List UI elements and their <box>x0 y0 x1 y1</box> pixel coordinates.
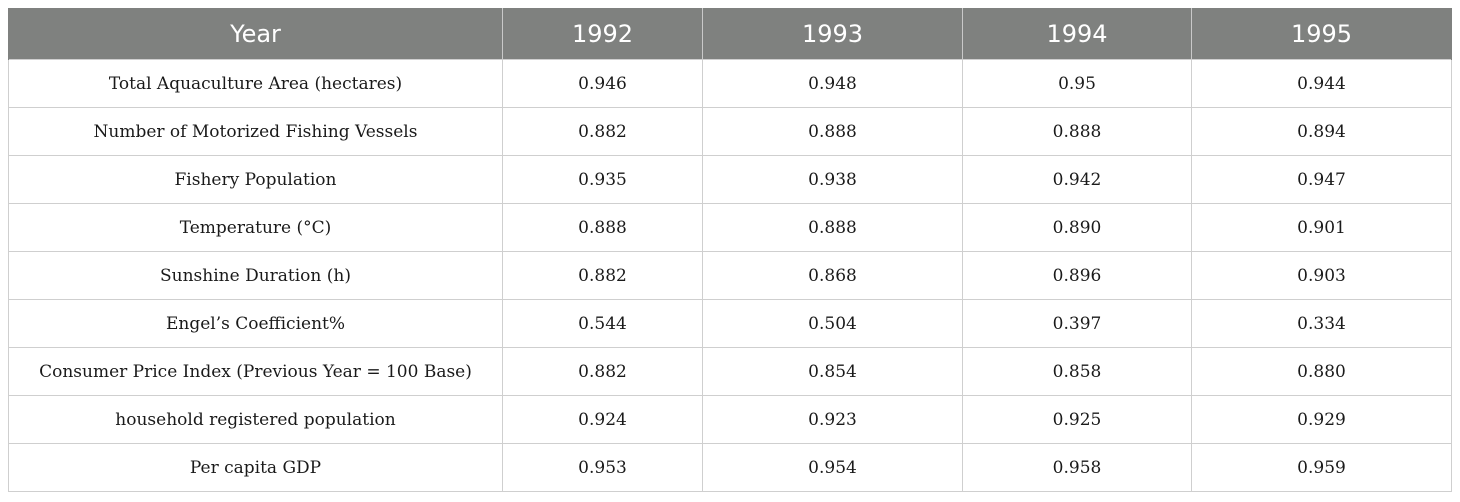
table-cell: 0.903 <box>1191 251 1452 300</box>
table-cell: 0.924 <box>502 395 703 444</box>
table-cell: 0.890 <box>962 203 1192 252</box>
table-cell: 0.888 <box>702 203 963 252</box>
table-cell: 0.95 <box>962 59 1192 108</box>
row-label: Consumer Price Index (Previous Year = 10… <box>8 347 503 396</box>
table-cell: 0.946 <box>502 59 703 108</box>
table-cell: 0.959 <box>1191 443 1452 492</box>
table-cell: 0.925 <box>962 395 1192 444</box>
row-label: Temperature (°C) <box>8 203 503 252</box>
table-cell: 0.882 <box>502 347 703 396</box>
row-label: Sunshine Duration (h) <box>8 251 503 300</box>
table-cell: 0.868 <box>702 251 963 300</box>
table-cell: 0.544 <box>502 299 703 348</box>
header-year-label: Year <box>8 8 503 60</box>
table-cell: 0.882 <box>502 107 703 156</box>
table-cell: 0.888 <box>702 107 963 156</box>
table-row: Engel’s Coefficient% 0.544 0.504 0.397 0.334 <box>8 299 1452 348</box>
table-row: Per capita GDP 0.953 0.954 0.958 0.959 <box>8 443 1452 492</box>
header-year-1995: 1995 <box>1191 8 1452 60</box>
table-cell: 0.944 <box>1191 59 1452 108</box>
table-cell: 0.896 <box>962 251 1192 300</box>
table-cell: 0.929 <box>1191 395 1452 444</box>
table-cell: 0.334 <box>1191 299 1452 348</box>
table-row: Fishery Population 0.935 0.938 0.942 0.947 <box>8 155 1452 204</box>
table-cell: 0.888 <box>502 203 703 252</box>
table-cell: 0.504 <box>702 299 963 348</box>
header-year-1994: 1994 <box>962 8 1192 60</box>
table-cell: 0.858 <box>962 347 1192 396</box>
table-body: Total Aquaculture Area (hectares) 0.946 0.… <box>8 59 1452 492</box>
row-label: Total Aquaculture Area (hectares) <box>8 59 503 108</box>
row-label: Fishery Population <box>8 155 503 204</box>
table-cell: 0.854 <box>702 347 963 396</box>
table-cell: 0.880 <box>1191 347 1452 396</box>
table-cell: 0.888 <box>962 107 1192 156</box>
table-cell: 0.397 <box>962 299 1192 348</box>
table-cell: 0.942 <box>962 155 1192 204</box>
table-cell: 0.958 <box>962 443 1192 492</box>
table-row: Number of Motorized Fishing Vessels 0.882… <box>8 107 1452 156</box>
table-cell: 0.948 <box>702 59 963 108</box>
row-label: Engel’s Coefficient% <box>8 299 503 348</box>
table-row: household registered population 0.924 0.92… <box>8 395 1452 444</box>
table-cell: 0.894 <box>1191 107 1452 156</box>
table-cell: 0.935 <box>502 155 703 204</box>
table-row: Temperature (°C) 0.888 0.888 0.890 0.901 <box>8 203 1452 252</box>
table-row: Consumer Price Index (Previous Year = 10… <box>8 347 1452 396</box>
table-row: Sunshine Duration (h) 0.882 0.868 0.896 0.90… <box>8 251 1452 300</box>
header-year-1992: 1992 <box>502 8 703 60</box>
row-label: Per capita GDP <box>8 443 503 492</box>
row-label: Number of Motorized Fishing Vessels <box>8 107 503 156</box>
data-table-container: Year 1992 1993 1994 1995 Total Aquaculture A… <box>8 8 1452 492</box>
row-label: household registered population <box>8 395 503 444</box>
data-table: Year 1992 1993 1994 1995 Total Aquaculture A… <box>8 8 1452 492</box>
table-cell: 0.882 <box>502 251 703 300</box>
table-cell: 0.923 <box>702 395 963 444</box>
table-cell: 0.954 <box>702 443 963 492</box>
table-cell: 0.901 <box>1191 203 1452 252</box>
table-cell: 0.938 <box>702 155 963 204</box>
header-year-1993: 1993 <box>702 8 963 60</box>
header-row: Year 1992 1993 1994 1995 <box>8 8 1452 60</box>
table-row: Total Aquaculture Area (hectares) 0.946 0.… <box>8 59 1452 108</box>
table-header: Year 1992 1993 1994 1995 <box>8 8 1452 60</box>
table-cell: 0.947 <box>1191 155 1452 204</box>
table-cell: 0.953 <box>502 443 703 492</box>
